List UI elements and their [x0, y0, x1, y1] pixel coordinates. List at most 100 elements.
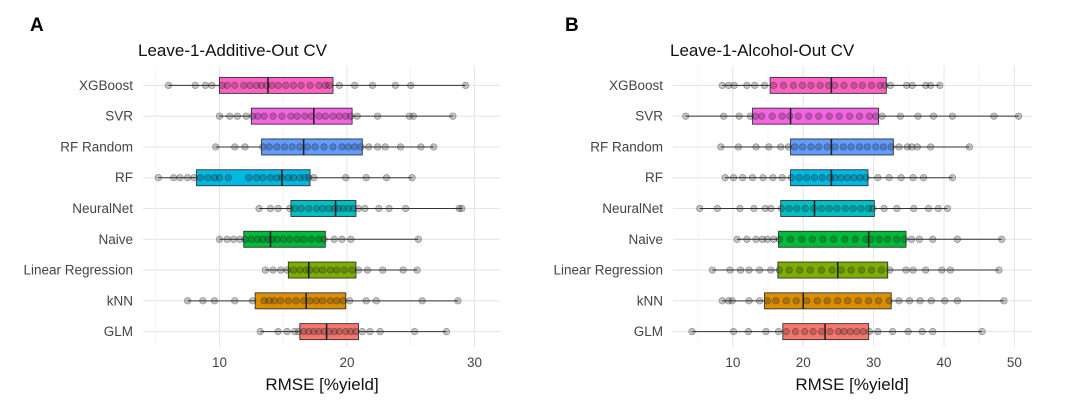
data-point	[758, 235, 766, 243]
data-point	[259, 235, 267, 243]
data-point	[307, 112, 315, 120]
data-point	[736, 266, 745, 274]
category-label: SVR	[635, 109, 663, 124]
category-label: Naive	[98, 232, 133, 247]
data-point	[840, 328, 848, 336]
data-point	[286, 204, 294, 213]
data-point	[859, 328, 867, 336]
data-point	[325, 204, 333, 213]
data-point	[718, 81, 726, 89]
data-point	[330, 235, 338, 243]
data-point	[778, 112, 786, 120]
data-point	[288, 143, 296, 151]
data-point	[231, 81, 239, 89]
data-point	[257, 81, 266, 89]
data-point	[335, 112, 343, 120]
data-point	[995, 266, 1003, 274]
data-point	[919, 174, 928, 182]
data-point	[289, 266, 298, 274]
data-point	[775, 235, 783, 243]
data-point	[810, 204, 818, 213]
data-point	[212, 143, 220, 151]
data-point	[872, 112, 880, 120]
data-point	[825, 204, 833, 213]
data-point	[240, 81, 248, 89]
data-point	[268, 81, 276, 89]
data-point	[278, 174, 286, 182]
data-point	[274, 328, 282, 336]
panel-label-b: B	[565, 15, 579, 36]
data-point	[880, 204, 888, 213]
data-point	[854, 297, 862, 305]
data-point	[265, 143, 273, 151]
data-point	[876, 81, 884, 89]
data-point	[320, 143, 328, 151]
data-point	[361, 204, 369, 213]
category-label: RF	[115, 170, 133, 185]
box-series-glm	[256, 323, 451, 341]
box-iqr	[290, 200, 357, 217]
data-point	[245, 174, 253, 182]
data-point	[886, 81, 895, 89]
data-point	[772, 297, 780, 305]
data-point	[751, 112, 759, 120]
data-point	[413, 266, 421, 274]
data-point	[305, 204, 313, 213]
data-point	[763, 235, 771, 243]
data-point	[813, 297, 821, 305]
data-point	[769, 174, 777, 182]
data-point	[407, 81, 415, 89]
category-label: Linear Regression	[23, 263, 133, 278]
data-point	[784, 143, 793, 151]
data-point	[835, 112, 843, 120]
data-point	[349, 204, 357, 213]
x-tick-label: 20	[339, 355, 354, 370]
data-point	[296, 266, 304, 274]
data-point	[817, 266, 826, 274]
panel-title-a: Leave-1-Additive-Out CV	[138, 41, 328, 60]
data-point	[287, 112, 295, 120]
data-point	[268, 235, 276, 243]
data-point	[760, 81, 769, 89]
data-point	[461, 81, 470, 89]
data-point	[199, 297, 207, 305]
data-point	[834, 297, 842, 305]
data-point	[351, 81, 359, 89]
data-point	[943, 204, 952, 213]
data-point	[929, 112, 938, 120]
data-point	[929, 328, 937, 336]
data-point	[241, 143, 249, 151]
category-label: XGBoost	[79, 78, 133, 93]
data-point	[417, 143, 425, 151]
data-point	[789, 81, 797, 89]
data-point	[252, 81, 261, 89]
data-point	[246, 81, 254, 89]
box-series-svr	[682, 107, 1023, 125]
data-point	[895, 297, 903, 305]
data-point	[280, 143, 289, 151]
data-point	[746, 112, 755, 120]
box-iqr	[752, 107, 879, 125]
data-point	[366, 328, 374, 336]
data-point	[379, 266, 387, 274]
data-point	[913, 143, 921, 151]
data-point	[319, 297, 327, 305]
data-point	[796, 266, 804, 274]
data-point	[233, 112, 241, 120]
data-point	[254, 112, 262, 120]
data-point	[801, 204, 809, 213]
x-axis-label-b: RMSE [%yield]	[795, 375, 908, 394]
box-series-linear-regression	[708, 261, 1003, 279]
data-point	[266, 204, 275, 213]
data-point	[770, 81, 778, 89]
data-point	[786, 112, 794, 120]
data-point	[867, 266, 876, 274]
box-series-neuralnet	[696, 200, 952, 217]
data-point	[743, 81, 751, 89]
data-point	[241, 235, 249, 243]
data-point	[254, 235, 262, 243]
data-point	[430, 143, 438, 151]
x-tick-label: 30	[467, 355, 482, 370]
data-point	[273, 174, 281, 182]
